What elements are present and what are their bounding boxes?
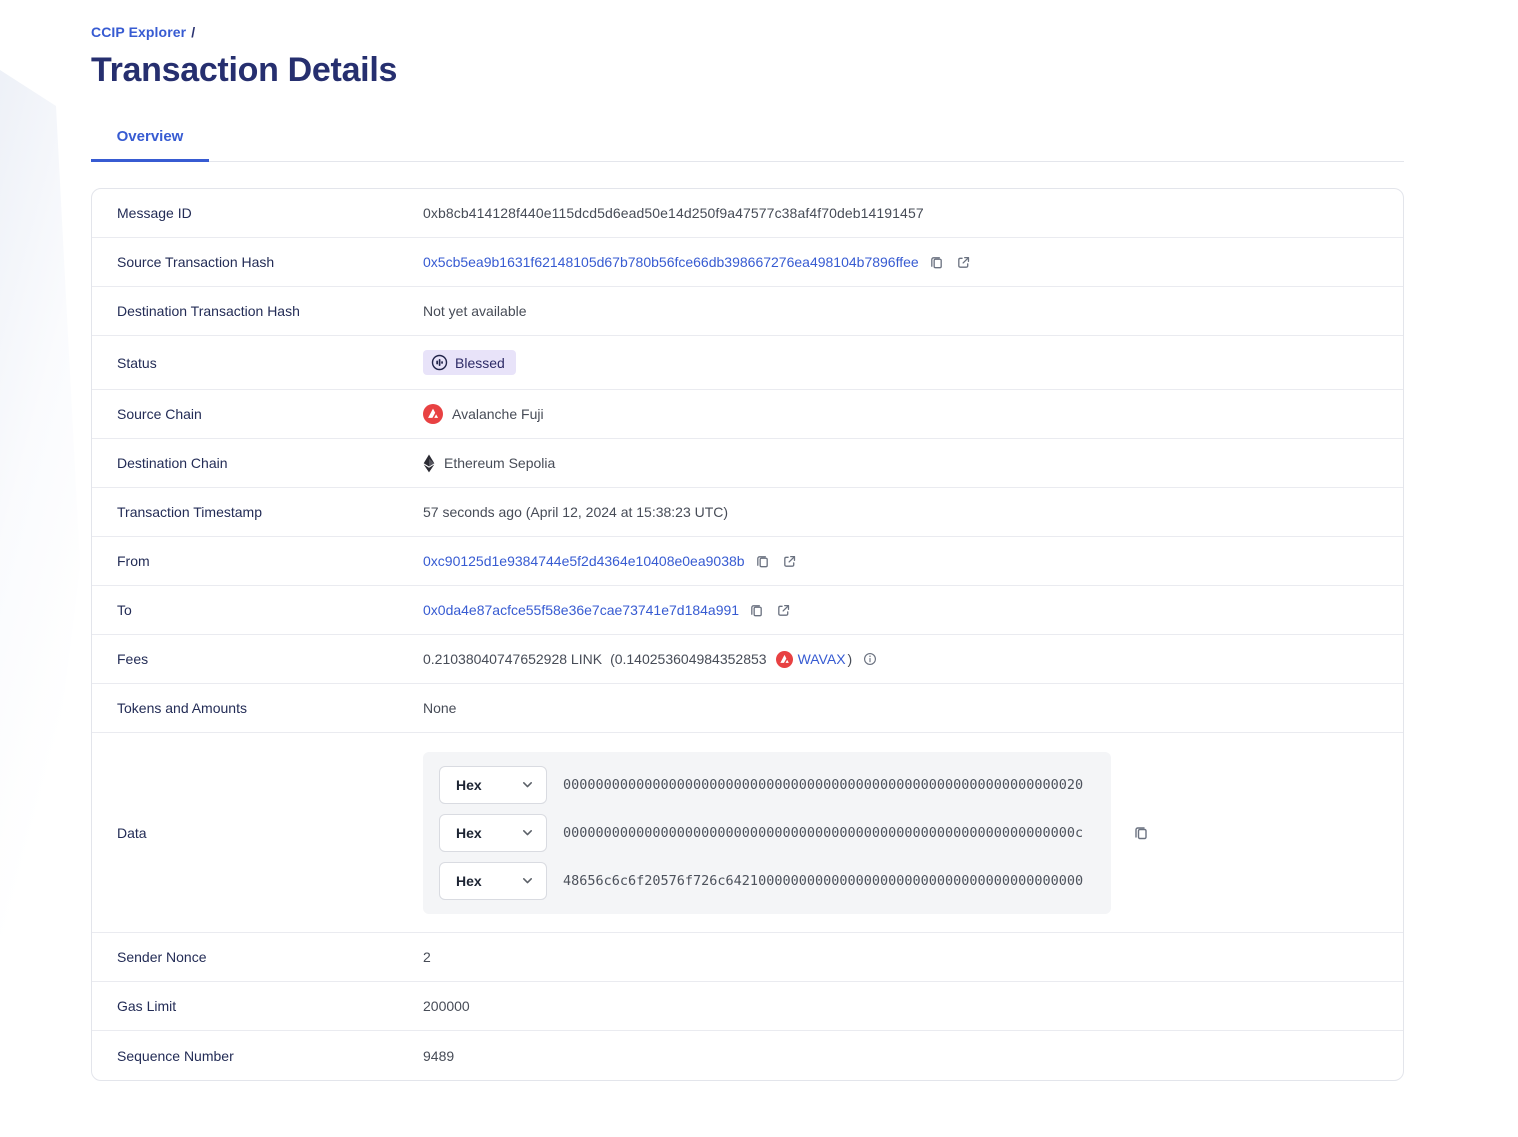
row-label: Fees: [117, 651, 149, 667]
avalanche-icon: [775, 650, 793, 668]
message-id-value: 0xb8cb414128f440e115dcd5d6ead50e14d250f9…: [423, 205, 924, 221]
tab-overview[interactable]: Overview: [91, 128, 209, 162]
page-title: Transaction Details: [91, 51, 398, 89]
external-link-icon[interactable]: [780, 552, 799, 571]
row-label: Sender Nonce: [117, 949, 207, 965]
row-label: Message ID: [117, 205, 192, 221]
chevron-down-icon: [522, 878, 533, 884]
status-badge: Blessed: [423, 350, 516, 375]
row-gas-limit: Gas Limit 200000: [92, 982, 1403, 1031]
row-label: Source Chain: [117, 406, 202, 422]
row-label: Sequence Number: [117, 1047, 234, 1064]
blessed-signal-icon: [431, 354, 448, 371]
row-status: Status Blessed: [92, 336, 1403, 390]
row-label: Status: [117, 354, 157, 371]
hex-format-select[interactable]: Hex: [439, 861, 547, 900]
row-label: To: [117, 602, 132, 618]
tab-bar: Overview: [91, 128, 1404, 162]
row-label: Destination Transaction Hash: [117, 303, 300, 319]
to-address-link[interactable]: 0x0da4e87acfce55f58e36e7cae73741e7d184a9…: [423, 602, 740, 618]
external-link-icon[interactable]: [774, 601, 793, 620]
row-label: Source Transaction Hash: [117, 254, 275, 270]
copy-icon[interactable]: [747, 601, 766, 620]
row-label: From: [117, 553, 150, 569]
fees-amount: 0.21038040747652928 LINK: [423, 651, 603, 667]
hex-format-select[interactable]: Hex: [439, 765, 547, 804]
row-fees: Fees 0.21038040747652928 LINK (0.1402536…: [92, 635, 1403, 684]
ethereum-icon: [423, 454, 435, 472]
row-dest-tx-hash: Destination Transaction Hash Not yet ava…: [92, 287, 1403, 336]
copy-icon[interactable]: [927, 253, 946, 272]
from-address-link[interactable]: 0xc90125d1e9384744e5f2d4364e10408e0ea903…: [423, 553, 745, 569]
hex-format-value: Hex: [456, 824, 482, 841]
row-message-id: Message ID 0xb8cb414128f440e115dcd5d6ead…: [92, 189, 1403, 238]
breadcrumb-separator: /: [191, 24, 196, 40]
gas-limit-value: 200000: [423, 998, 470, 1014]
fees-converted: (0.140253604984352853: [610, 651, 767, 667]
wavax-token-link[interactable]: WAVAX: [797, 651, 846, 667]
row-source-tx-hash: Source Transaction Hash 0x5cb5ea9b1631f6…: [92, 238, 1403, 287]
row-label: Gas Limit: [117, 998, 177, 1014]
copy-icon[interactable]: [1131, 823, 1151, 843]
data-hex-value: 0000000000000000000000000000000000000000…: [563, 824, 1084, 841]
hex-format-select[interactable]: Hex: [439, 813, 547, 852]
data-hex-value: 0000000000000000000000000000000000000000…: [563, 776, 1084, 793]
row-to: To 0x0da4e87acfce55f58e36e7cae73741e7d18…: [92, 586, 1403, 635]
row-label: Transaction Timestamp: [117, 504, 262, 520]
sender-nonce-value: 2: [423, 949, 431, 965]
row-label: Data: [117, 824, 147, 841]
info-icon[interactable]: [861, 650, 879, 668]
transaction-details-card: Message ID 0xb8cb414128f440e115dcd5d6ead…: [91, 188, 1404, 1081]
dest-chain-name: Ethereum Sepolia: [444, 455, 556, 471]
data-line: Hex 000000000000000000000000000000000000…: [439, 765, 1095, 804]
fees-paren-close: ): [847, 651, 853, 667]
chevron-down-icon: [522, 782, 533, 788]
hex-format-value: Hex: [456, 872, 482, 889]
source-tx-hash-link[interactable]: 0x5cb5ea9b1631f62148105d67b780b56fce66db…: [423, 254, 919, 270]
row-label: Destination Chain: [117, 455, 228, 471]
hex-format-value: Hex: [456, 776, 482, 793]
row-tokens-amounts: Tokens and Amounts None: [92, 684, 1403, 733]
chevron-down-icon: [522, 830, 533, 836]
data-line: Hex 48656c6c6f20576f726c6421000000000000…: [439, 861, 1095, 900]
breadcrumb-ccip-explorer-link[interactable]: CCIP Explorer: [91, 24, 187, 40]
timestamp-value: 57 seconds ago (April 12, 2024 at 15:38:…: [423, 504, 729, 520]
data-hex-box: Hex 000000000000000000000000000000000000…: [423, 751, 1111, 914]
source-chain-name: Avalanche Fuji: [452, 406, 544, 422]
sequence-number-value: 9489: [423, 1047, 455, 1064]
breadcrumb: CCIP Explorer /: [91, 24, 1404, 40]
data-hex-value: 48656c6c6f20576f726c64210000000000000000…: [563, 872, 1084, 889]
external-link-icon[interactable]: [954, 253, 973, 272]
avalanche-icon: [423, 404, 443, 424]
row-from: From 0xc90125d1e9384744e5f2d4364e10408e0…: [92, 537, 1403, 586]
row-timestamp: Transaction Timestamp 57 seconds ago (Ap…: [92, 488, 1403, 537]
row-dest-chain: Destination Chain Ethereum Sepolia: [92, 439, 1403, 488]
row-sender-nonce: Sender Nonce 2: [92, 933, 1403, 982]
row-source-chain: Source Chain Avalanche Fuji: [92, 390, 1403, 439]
status-badge-label: Blessed: [455, 354, 505, 371]
row-sequence-number: Sequence Number 9489: [92, 1031, 1403, 1080]
tokens-value: None: [423, 700, 457, 716]
data-line: Hex 000000000000000000000000000000000000…: [439, 813, 1095, 852]
dest-tx-hash-value: Not yet available: [423, 303, 527, 319]
row-label: Tokens and Amounts: [117, 700, 247, 716]
copy-icon[interactable]: [753, 552, 772, 571]
row-data: Data Hex 0000000000000000000000000000000…: [92, 733, 1403, 933]
